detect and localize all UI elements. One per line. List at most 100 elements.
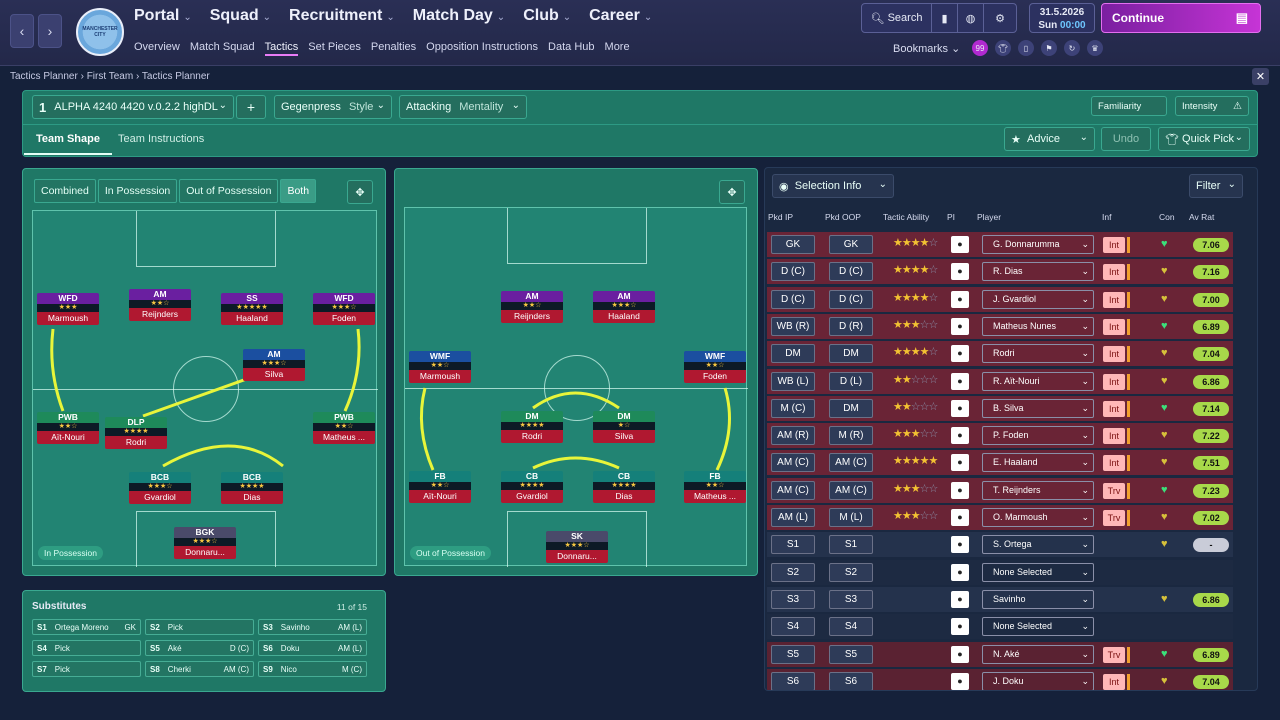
scout-button[interactable]: ◍	[958, 4, 984, 32]
crumb-3[interactable]: Tactics Planner	[141, 71, 210, 82]
picked-ip[interactable]: AM (L)	[771, 508, 815, 527]
column-header[interactable]: Pkd IP	[768, 212, 794, 222]
picked-ip[interactable]: S2	[771, 562, 815, 582]
sub-slot-S2[interactable]: S2 Pick	[145, 619, 254, 635]
player-instructions-button[interactable]: ●	[951, 399, 969, 417]
player-instructions-button[interactable]: ●	[951, 672, 969, 690]
player-card[interactable]: DM ★★★★ Rodri	[501, 411, 563, 446]
player-card[interactable]: AM ★★★☆ Haaland	[593, 291, 655, 326]
player-instructions-button[interactable]: ●	[951, 645, 969, 663]
picked-oop[interactable]: S2	[829, 562, 873, 582]
table-row[interactable]: S2 S2 ● None Selected ⌄	[767, 559, 1233, 585]
player-card[interactable]: FB ★★☆ Aït-Nouri	[409, 471, 471, 506]
player-card[interactable]: BCB ★★★★ Dias	[221, 472, 283, 507]
picked-oop[interactable]: D (C)	[829, 289, 873, 309]
nav-item-4[interactable]: Club ⌄	[523, 7, 571, 25]
table-row[interactable]: WB (L) D (L) ★★☆☆☆ ● R. Aït-Nouri ⌄ Int ♥ 6.86	[767, 368, 1233, 394]
picked-oop[interactable]: AM (C)	[829, 453, 873, 473]
player-select[interactable]: R. Dias ⌄	[982, 262, 1094, 282]
nav-item-2[interactable]: Recruitment ⌄	[289, 7, 395, 25]
player-select[interactable]: O. Marmoush ⌄	[982, 508, 1094, 527]
picked-ip[interactable]: GK	[771, 235, 815, 254]
table-row[interactable]: S3 S3 ● Savinho ⌄ ♥ 6.86	[767, 586, 1233, 612]
toggle-both[interactable]: Both	[280, 179, 317, 203]
player-card[interactable]: BCB ★★★☆ Gvardiol	[129, 472, 191, 507]
search-button[interactable]: 🔍︎ Search	[862, 4, 932, 32]
player-instructions-button[interactable]: ●	[951, 618, 969, 636]
column-header[interactable]: Tactic Ability	[883, 212, 930, 222]
filter-button[interactable]: Filter ⌄	[1189, 174, 1243, 198]
training-icon[interactable]: ⚑	[1041, 40, 1057, 56]
player-instructions-button[interactable]: ●	[951, 345, 969, 363]
player-select[interactable]: Matheus Nunes ⌄	[982, 316, 1094, 336]
picked-ip[interactable]: AM (C)	[771, 480, 815, 500]
club-crest-icon[interactable]: MANCHESTER CITY	[76, 8, 124, 56]
table-row[interactable]: DM DM ★★★★☆ ● Rodri ⌄ Int ♥ 7.04	[767, 341, 1233, 367]
player-select[interactable]: T. Reijnders ⌄	[982, 480, 1094, 500]
bookmarks-menu[interactable]: Bookmarks ⌄	[893, 42, 960, 55]
player-instructions-button[interactable]: ●	[951, 427, 969, 445]
table-row[interactable]: AM (C) AM (C) ★★★★★ ● E. Haaland ⌄ Int ♥ 7.51	[767, 450, 1233, 476]
subnav-item-6[interactable]: Data Hub	[548, 41, 595, 53]
refresh-icon[interactable]: ↻	[1064, 40, 1080, 56]
tactic-select[interactable]: 1 ALPHA 4240 4420 v.0.2.2 highDL ⌄	[32, 95, 234, 119]
sub-slot-S7[interactable]: S7 Pick	[32, 661, 141, 677]
subnav-item-3[interactable]: Set Pieces	[308, 41, 361, 53]
player-instructions-button[interactable]: ●	[951, 590, 969, 608]
nav-item-3[interactable]: Match Day ⌄	[413, 7, 505, 25]
picked-ip[interactable]: D (C)	[771, 262, 815, 282]
picked-oop[interactable]: S4	[829, 617, 873, 637]
table-row[interactable]: AM (R) M (R) ★★★☆☆ ● P. Foden ⌄ Int ♥ 7.22	[767, 423, 1233, 449]
player-select[interactable]: N. Aké ⌄	[982, 644, 1094, 664]
familiarity-button[interactable]: Familiarity	[1091, 96, 1167, 116]
player-select[interactable]: P. Foden ⌄	[982, 426, 1094, 446]
player-select[interactable]: None Selected ⌄	[982, 562, 1094, 582]
player-card[interactable]: WMF ★★☆ Marmoush	[409, 351, 471, 386]
player-select[interactable]: Rodri ⌄	[982, 344, 1094, 364]
picked-ip[interactable]: S1	[771, 535, 815, 555]
trophy-icon[interactable]: ♛	[1087, 40, 1103, 56]
inbox-button[interactable]: ▮	[932, 4, 958, 32]
crumb-2[interactable]: First Team	[86, 71, 134, 82]
player-select[interactable]: R. Aït-Nouri ⌄	[982, 371, 1094, 391]
column-header[interactable]: Con	[1159, 212, 1175, 222]
table-row[interactable]: S5 S5 ● N. Aké ⌄ Trv ♥ 6.89	[767, 641, 1233, 667]
picked-oop[interactable]: DM	[829, 344, 873, 364]
picked-oop[interactable]: DM	[829, 398, 873, 418]
picked-oop[interactable]: M (R)	[829, 426, 873, 446]
player-instructions-button[interactable]: ●	[951, 317, 969, 335]
notifications-icon[interactable]: 99	[972, 40, 988, 56]
player-card[interactable]: CB ★★★★ Dias	[593, 471, 655, 506]
sub-slot-S4[interactable]: S4 Pick	[32, 640, 141, 656]
shirt-icon[interactable]: 👕︎	[995, 40, 1011, 56]
picked-oop[interactable]: D (L)	[829, 371, 873, 391]
player-card[interactable]: WFD ★★★ Marmoush	[37, 293, 99, 328]
back-button[interactable]: ‹	[10, 14, 34, 48]
subnav-item-1[interactable]: Match Squad	[189, 41, 255, 53]
player-instructions-button[interactable]: ●	[951, 454, 969, 472]
column-header[interactable]: Player	[977, 212, 1002, 222]
subnav-item-7[interactable]: More	[604, 41, 630, 53]
table-row[interactable]: AM (C) AM (C) ★★★☆☆ ● T. Reijnders ⌄ Trv ♥ 7.23	[767, 477, 1233, 503]
player-select[interactable]: E. Haaland ⌄	[982, 453, 1094, 473]
quick-pick-button[interactable]: 👕︎ Quick Pick ⌄	[1158, 127, 1250, 151]
player-card[interactable]: BGK ★★★☆ Donnaru...	[174, 527, 236, 562]
clipboard-icon[interactable]: ▯	[1018, 40, 1034, 56]
player-instructions-button[interactable]: ●	[951, 509, 969, 526]
nav-item-5[interactable]: Career ⌄	[589, 7, 652, 25]
column-header[interactable]: Pkd OOP	[825, 212, 861, 222]
picked-ip[interactable]: D (C)	[771, 289, 815, 309]
player-card[interactable]: CB ★★★★ Gvardiol	[501, 471, 563, 506]
picked-oop[interactable]: GK	[829, 235, 873, 254]
table-row[interactable]: S4 S4 ● None Selected ⌄	[767, 614, 1233, 640]
player-card[interactable]: WFD ★★★☆ Foden	[313, 293, 375, 328]
table-row[interactable]: AM (L) M (L) ★★★☆☆ ● O. Marmoush ⌄ Trv ♥ 7.02	[767, 505, 1233, 530]
subnav-item-0[interactable]: Overview	[134, 41, 180, 53]
close-button[interactable]: ✕	[1252, 68, 1269, 85]
player-instructions-button[interactable]: ●	[951, 536, 969, 554]
player-card[interactable]: SK ★★★☆ Donnaru...	[546, 531, 608, 566]
player-card[interactable]: FB ★★☆ Matheus ...	[684, 471, 746, 506]
player-select[interactable]: None Selected ⌄	[982, 617, 1094, 637]
player-instructions-button[interactable]: ●	[951, 481, 969, 499]
toggle-combined[interactable]: Combined	[34, 179, 96, 203]
